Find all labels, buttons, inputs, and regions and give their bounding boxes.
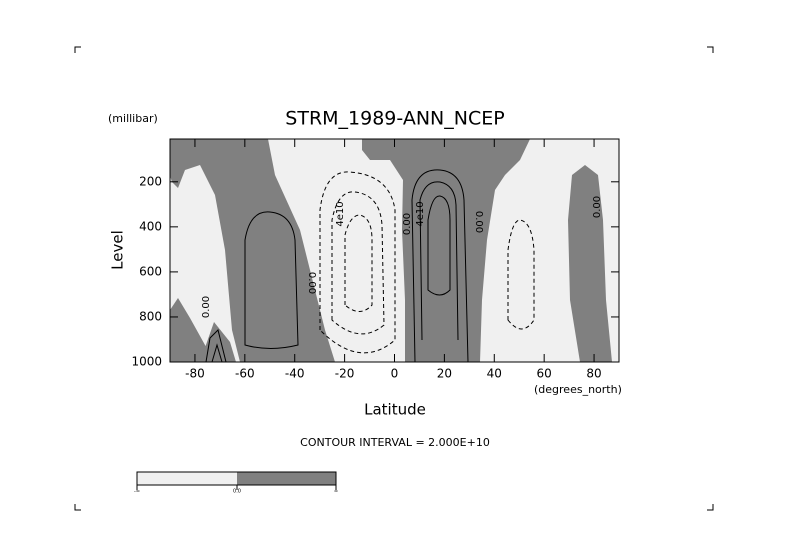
corner-marks (74, 46, 714, 511)
positive-region (362, 139, 530, 362)
y-tick-label: 400 (139, 219, 162, 233)
positive-region (170, 298, 215, 362)
contour-label: 0.00 (201, 296, 212, 318)
contour-label: 4e10 (415, 201, 426, 226)
colorbar-swatch (237, 472, 336, 485)
x-tick-label: 60 (537, 367, 552, 381)
contour-label: 0.00 (306, 272, 317, 294)
y-label: Level (109, 230, 127, 270)
x-tick-label: 0 (391, 367, 399, 381)
colorbar-swatch (137, 472, 237, 485)
positive-region (170, 139, 335, 362)
contour-lines (205, 169, 535, 363)
x-tick-label: -80 (185, 367, 205, 381)
x-tick-label: -40 (285, 367, 305, 381)
positive-region (568, 165, 612, 362)
x-tick-label: 80 (586, 367, 601, 381)
note: CONTOUR INTERVAL = 2.000E+10 (300, 436, 490, 449)
contour-labels: 0.00 0.00 4e10 0.00 4e10 0.00 0.00 (201, 196, 603, 318)
colorbar-label: -∞ (134, 489, 140, 495)
positive-region (200, 322, 236, 362)
x-label: Latitude (364, 401, 426, 419)
chart-title: STRM_1989-ANN_NCEP (285, 108, 504, 130)
colorbar-label: ∞ (334, 489, 338, 495)
x-tick-label: -20 (335, 367, 355, 381)
colorbar: -∞ 0.0 ∞ (134, 471, 338, 495)
y-unit: (millibar) (108, 112, 158, 125)
contour-label: 0.00 (402, 213, 413, 235)
x-unit: (degrees_north) (534, 383, 622, 396)
y-tick-label: 200 (139, 174, 162, 188)
x-tick-label: 20 (437, 367, 452, 381)
y-tick-label: 800 (139, 309, 162, 323)
colorbar-label: 0.0 (233, 489, 241, 495)
y-tick-label: 600 (139, 264, 162, 278)
plot-area: 0.00 0.00 4e10 0.00 4e10 0.00 0.00 (169, 138, 620, 363)
y-tick-label: 1000 (131, 355, 162, 369)
contour-label: 0.00 (473, 211, 484, 233)
contour-label: 0.00 (592, 196, 603, 218)
contour-label: 4e10 (335, 201, 346, 226)
x-tick-label: 40 (487, 367, 502, 381)
x-tick-label: -60 (235, 367, 255, 381)
